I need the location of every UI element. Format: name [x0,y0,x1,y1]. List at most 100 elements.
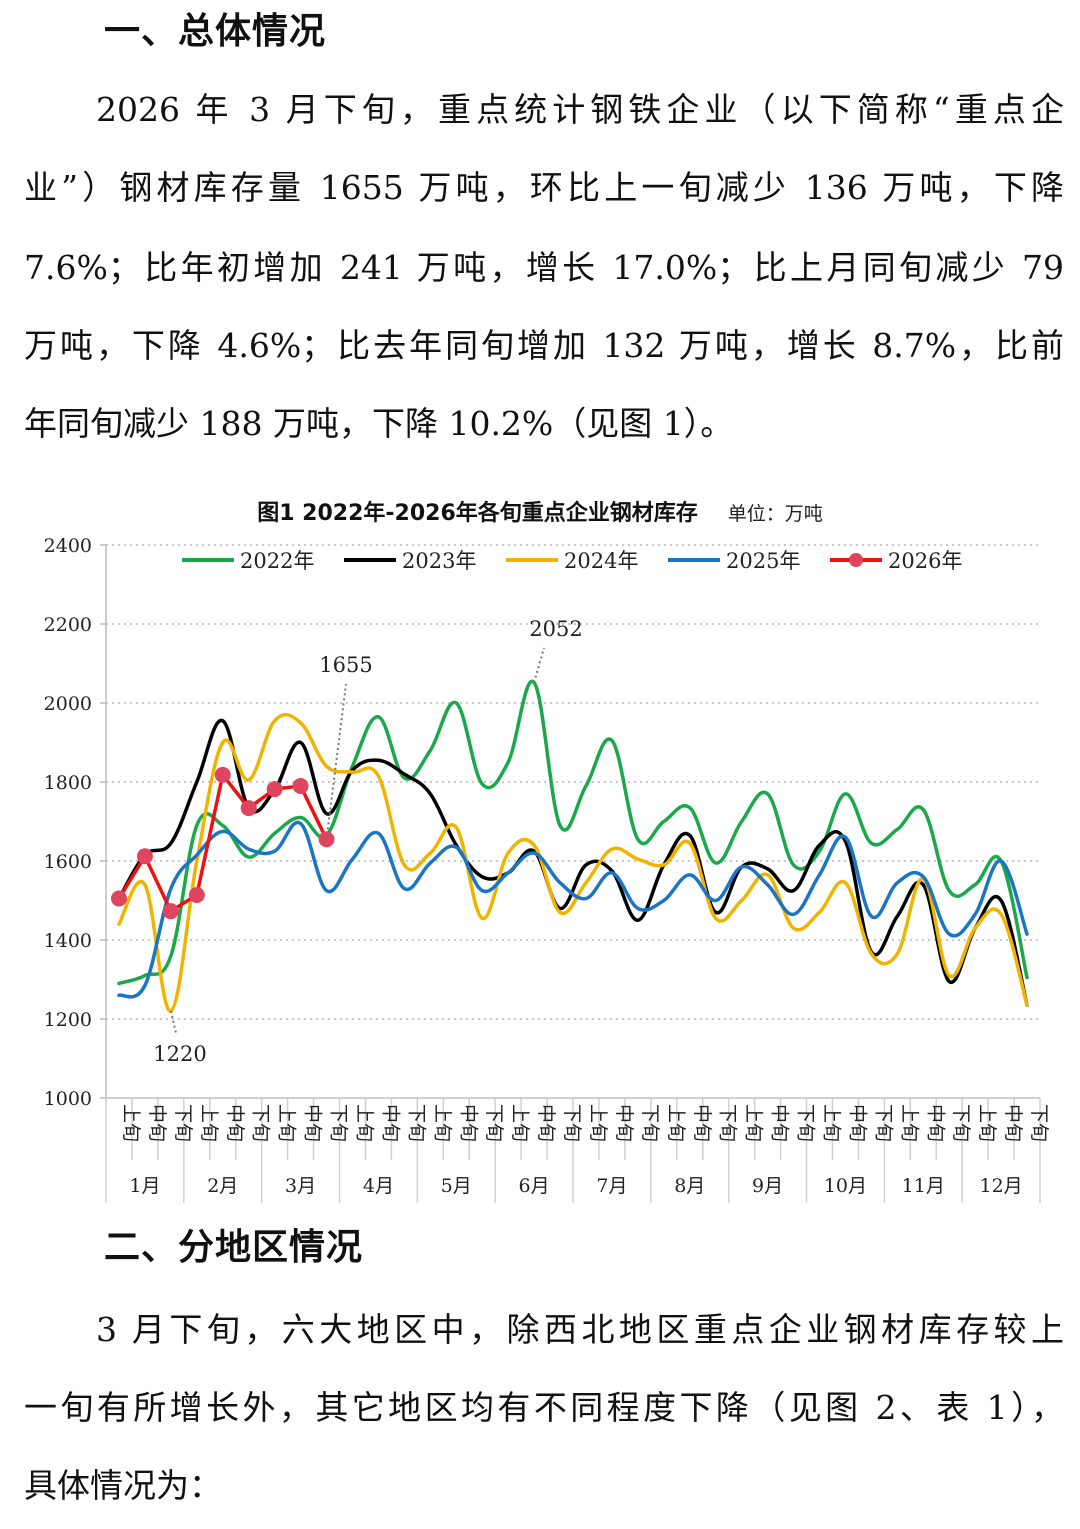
x-tick-label: 中旬 [224,1104,246,1142]
svg-text:下旬: 下旬 [795,1104,817,1142]
x-tick-label: 下旬 [172,1104,194,1142]
x-tick-label: 中旬 [613,1104,635,1142]
x-tick-label: 中旬 [146,1104,168,1142]
svg-text:中旬: 中旬 [457,1104,479,1142]
svg-text:中旬: 中旬 [535,1104,557,1142]
svg-text:中旬: 中旬 [924,1104,946,1142]
svg-text:下旬: 下旬 [172,1104,194,1142]
series-line-2026年 [117,773,329,913]
legend-label: 2025年 [726,549,800,573]
data-point-marker [136,848,153,865]
x-tick-label: 下旬 [717,1104,739,1142]
x-tick-label: 中旬 [1002,1104,1024,1142]
svg-text:中旬: 中旬 [769,1104,791,1142]
x-tick-label: 中旬 [535,1104,557,1142]
legend-label: 2023年 [402,549,476,573]
paragraph-line: 年同旬减少 188 万吨，下降 10.2%（见图 1）。 [24,404,734,443]
chart-title-text: 图1 2022年-2026年各旬重点企业钢材库存 [257,501,698,526]
paragraph-line: 业”）钢材库存量 1655 万吨，环比上一旬减少 136 万吨，下降 [24,168,1064,207]
x-tick-label: 中旬 [457,1104,479,1142]
svg-text:下旬: 下旬 [872,1104,894,1142]
x-tick-label: 中旬 [769,1104,791,1142]
paragraph-line: 7.6%；比年初增加 241 万吨，增长 17.0%；比上月同旬减少 79 [24,248,1064,287]
x-month-label: 5月 [441,1175,472,1197]
data-point-marker [214,766,231,783]
svg-text:上旬: 上旬 [431,1104,453,1142]
chart-title: 图1 2022年-2026年各旬重点企业钢材库存 单位：万吨 [0,495,1080,527]
x-tick-label: 中旬 [924,1104,946,1142]
x-month-label: 8月 [674,1175,705,1197]
svg-text:下旬: 下旬 [717,1104,739,1142]
y-tick-label: 1000 [44,1088,92,1110]
x-tick-label: 下旬 [483,1104,505,1142]
y-tick-label: 1200 [44,1009,92,1031]
x-tick-label: 下旬 [639,1104,661,1142]
x-tick-label: 上旬 [587,1104,609,1142]
x-tick-label: 上旬 [976,1104,998,1142]
x-tick-label: 下旬 [561,1104,583,1142]
x-tick-label: 上旬 [509,1104,531,1142]
svg-text:下旬: 下旬 [950,1104,972,1142]
inventory-line-chart: 图1 2022年-2026年各旬重点企业钢材库存 单位：万吨 1000 1200 14… [0,485,1080,1210]
x-month-label: 12月 [979,1175,1022,1197]
x-tick-label: 中旬 [691,1104,713,1142]
svg-text:上旬: 上旬 [820,1104,842,1142]
svg-text:上旬: 上旬 [976,1104,998,1142]
svg-text:中旬: 中旬 [146,1104,168,1142]
data-point-marker [188,886,205,903]
y-tick-label: 2200 [44,614,92,636]
series-line-2024年 [117,712,1029,1013]
legend-label: 2026年 [888,549,962,573]
svg-text:下旬: 下旬 [1028,1104,1050,1142]
paragraph-line: 具体情况为： [24,1466,222,1505]
x-tick-label: 中旬 [302,1104,324,1142]
legend-label: 2022年 [240,549,314,573]
svg-text:中旬: 中旬 [691,1104,713,1142]
svg-text:上旬: 上旬 [898,1104,920,1142]
x-month-label: 11月 [902,1175,945,1197]
x-month-label: 1月 [129,1175,160,1197]
x-month-label: 2月 [207,1175,238,1197]
x-tick-label: 上旬 [820,1104,842,1142]
svg-text:上旬: 上旬 [665,1104,687,1142]
svg-text:下旬: 下旬 [561,1104,583,1142]
x-month-label: 6月 [519,1175,550,1197]
svg-text:中旬: 中旬 [846,1104,868,1142]
series-line-2022年 [117,679,1029,986]
series-line-2025年 [117,820,1029,999]
svg-text:上旬: 上旬 [743,1104,765,1142]
chart-unit: 单位：万吨 [727,503,823,525]
data-point-marker [110,890,127,907]
section-heading-overall: 一、总体情况 [104,11,327,52]
section-heading-regional: 二、分地区情况 [104,1227,364,1268]
x-tick-label: 下旬 [795,1104,817,1142]
svg-text:中旬: 中旬 [379,1104,401,1142]
x-month-label: 7月 [596,1175,627,1197]
svg-text:上旬: 上旬 [509,1104,531,1142]
svg-text:中旬: 中旬 [613,1104,635,1142]
data-label: 2052 [529,617,582,641]
svg-text:下旬: 下旬 [328,1104,350,1142]
x-month-label: 3月 [285,1175,316,1197]
x-tick-label: 上旬 [353,1104,375,1142]
svg-text:上旬: 上旬 [120,1104,142,1142]
svg-text:下旬: 下旬 [483,1104,505,1142]
x-tick-label: 中旬 [379,1104,401,1142]
x-month-label: 4月 [363,1175,394,1197]
x-tick-label: 下旬 [328,1104,350,1142]
y-tick-label: 2000 [44,693,92,715]
y-tick-label: 2400 [44,535,92,557]
x-tick-label: 上旬 [665,1104,687,1142]
x-tick-label: 下旬 [250,1104,272,1142]
svg-text:中旬: 中旬 [302,1104,324,1142]
svg-text:下旬: 下旬 [405,1104,427,1142]
svg-text:中旬: 中旬 [224,1104,246,1142]
x-tick-label: 上旬 [198,1104,220,1142]
y-tick-label: 1600 [44,851,92,873]
svg-text:上旬: 上旬 [353,1104,375,1142]
svg-text:上旬: 上旬 [198,1104,220,1142]
x-month-label: 10月 [824,1175,867,1197]
x-tick-label: 中旬 [846,1104,868,1142]
paragraph-line: 一旬有所增长外，其它地区均有不同程度下降（见图 2、表 1）， [24,1388,1064,1427]
